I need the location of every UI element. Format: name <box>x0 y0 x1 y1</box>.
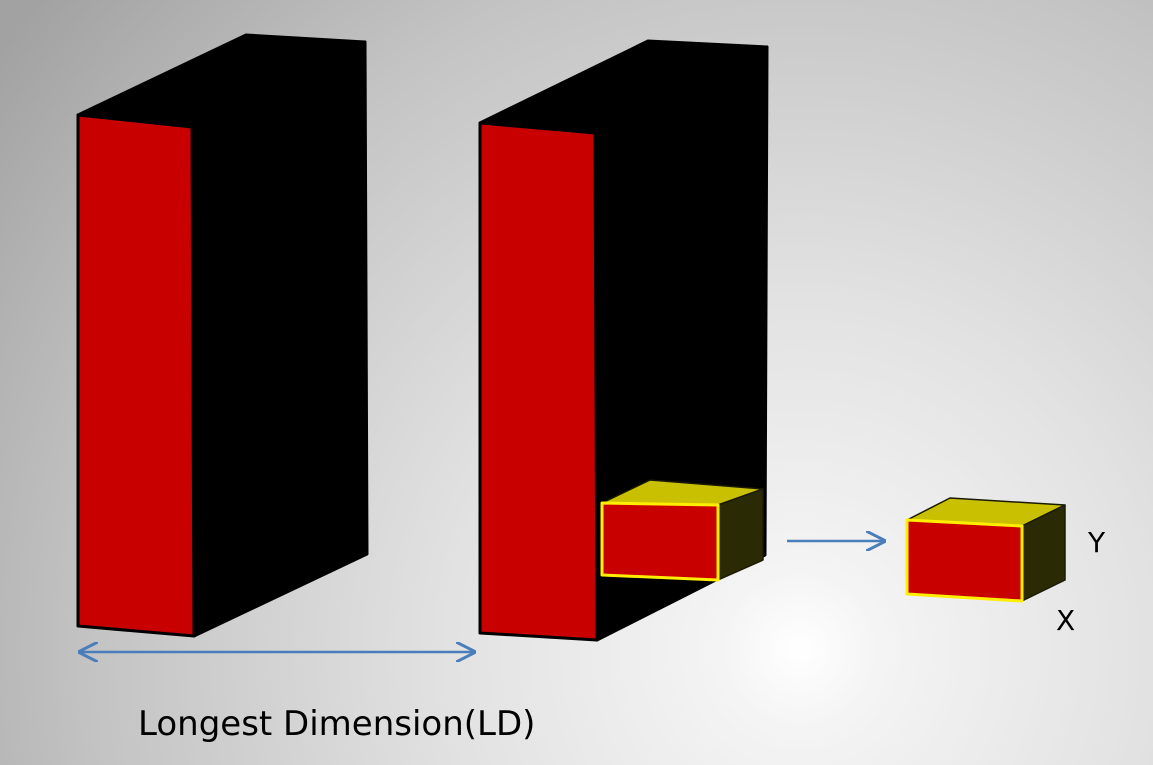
y-label: Y <box>1087 526 1106 559</box>
cut-piece <box>600 479 764 582</box>
block-front <box>76 113 196 638</box>
extracted-piece <box>905 497 1066 603</box>
dimension-label: Longest Dimension(LD) <box>138 704 535 744</box>
x-label: X <box>1056 604 1075 637</box>
piece-front <box>905 518 1024 603</box>
block-side <box>190 40 369 638</box>
block-left <box>76 33 369 638</box>
piece-front <box>600 501 720 582</box>
block-front <box>478 121 599 642</box>
